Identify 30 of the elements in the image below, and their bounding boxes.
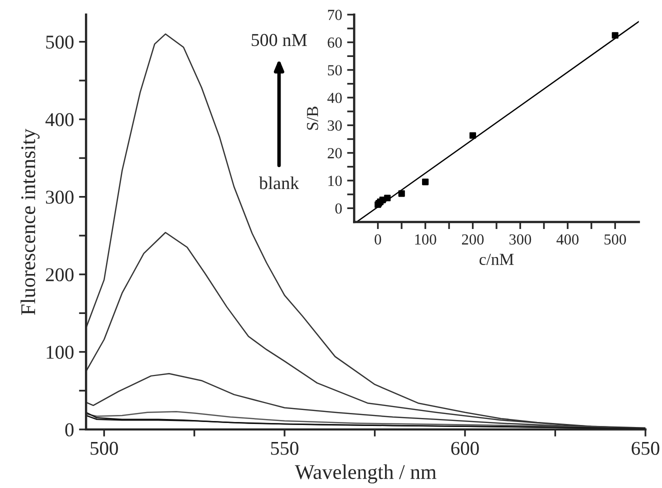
y-tick-label: 20	[328, 148, 342, 158]
x-tick-label: 500	[604, 234, 626, 245]
y-tick-label: 100	[46, 346, 74, 359]
y-tick-label: 10	[328, 176, 342, 186]
x-tick-label: 100	[415, 234, 436, 245]
y-tick-label: 500	[46, 36, 74, 49]
x-tick-label: 500	[90, 442, 118, 455]
y-tick-label: 40	[327, 92, 342, 104]
x-tick-label: 550	[271, 442, 298, 455]
x-axis-title: c/nM	[480, 254, 514, 265]
y-tick-label: 0	[335, 203, 342, 214]
annotation: 500 nM	[252, 34, 307, 46]
annotation: blank	[258, 176, 300, 190]
y-tick-label: 50	[328, 65, 342, 76]
y-axis-title: Fluorescence intensity	[20, 128, 40, 315]
x-tick-label: 200	[462, 234, 484, 245]
y-tick-label: 0	[65, 423, 74, 436]
y-tick-label: 70	[328, 10, 342, 20]
y-tick-label: 200	[46, 268, 74, 282]
x-axis-title: Wavelength / nm	[294, 464, 436, 484]
y-tick-label: 400	[45, 113, 74, 126]
x-tick-label: 0	[374, 234, 382, 245]
y-tick-label: 60	[328, 37, 342, 48]
y-tick-label: 300	[46, 190, 74, 204]
x-tick-label: 650	[632, 442, 660, 455]
x-tick-label: 300	[509, 234, 532, 245]
y-axis-title: S/B	[306, 106, 318, 130]
y-tick-label: 30	[328, 120, 342, 131]
x-tick-label: 600	[451, 442, 479, 455]
x-tick-label: 400	[556, 234, 579, 245]
